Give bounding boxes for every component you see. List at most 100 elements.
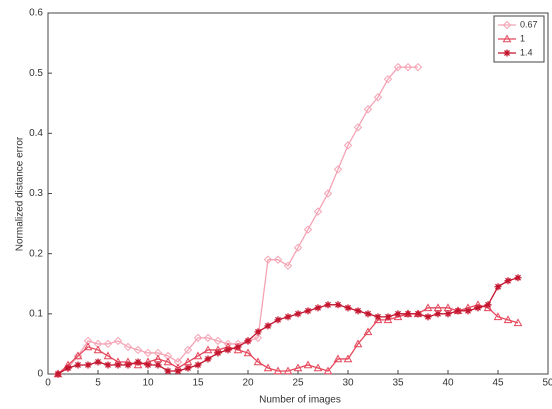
marker: [344, 304, 352, 312]
marker: [313, 363, 323, 372]
marker: [474, 304, 482, 312]
marker: [464, 307, 472, 315]
marker: [303, 225, 313, 234]
marker: [303, 360, 313, 369]
x-tick-label: 50: [542, 378, 552, 389]
marker: [73, 351, 83, 360]
marker: [113, 336, 123, 346]
marker: [403, 62, 413, 72]
marker: [503, 315, 513, 324]
marker: [273, 366, 283, 375]
marker: [313, 207, 323, 216]
marker: [164, 367, 172, 375]
marker: [514, 274, 522, 282]
marker: [283, 261, 293, 270]
marker: [294, 310, 302, 318]
marker: [293, 243, 303, 252]
marker: [503, 49, 511, 57]
marker: [404, 310, 412, 318]
marker: [343, 141, 353, 150]
x-tick-label: 40: [442, 378, 454, 389]
marker: [103, 351, 113, 360]
marker: [163, 357, 173, 366]
marker: [174, 367, 182, 375]
marker: [274, 316, 282, 324]
marker: [363, 327, 373, 336]
marker: [133, 345, 143, 355]
marker: [413, 62, 423, 72]
marker: [84, 361, 92, 369]
marker: [123, 342, 133, 352]
x-tick-label: 30: [342, 378, 354, 389]
marker: [343, 354, 353, 363]
series-line: [57, 66, 418, 375]
plot-area: [47, 12, 549, 375]
marker: [323, 366, 333, 375]
marker: [104, 361, 112, 369]
marker: [314, 304, 322, 312]
marker: [93, 345, 103, 354]
marker: [393, 62, 403, 72]
marker: [304, 307, 312, 315]
x-tick-label: 10: [142, 378, 154, 389]
x-tick-label: 5: [95, 378, 101, 389]
marker: [323, 189, 333, 198]
series-line: [57, 304, 519, 375]
marker: [213, 336, 223, 346]
marker: [263, 363, 273, 372]
marker: [253, 333, 263, 343]
marker: [493, 312, 503, 321]
marker: [484, 301, 492, 309]
marker: [203, 333, 213, 343]
marker: [224, 346, 232, 354]
marker: [193, 351, 203, 360]
marker: [54, 370, 62, 378]
marker: [74, 361, 82, 369]
marker: [283, 366, 293, 375]
marker: [214, 349, 222, 357]
marker: [374, 313, 382, 321]
marker: [504, 277, 512, 285]
y-axis-label: Normalized distance error: [15, 136, 26, 251]
marker: [83, 342, 93, 351]
marker: [384, 313, 392, 321]
marker: [204, 355, 212, 363]
marker: [334, 301, 342, 309]
marker: [364, 310, 372, 318]
legend: 0.67 1 1.4: [493, 15, 545, 63]
marker: [353, 123, 363, 132]
x-tick-label: 0: [45, 378, 51, 389]
marker: [263, 255, 273, 264]
marker: [444, 310, 452, 318]
marker: [324, 301, 332, 309]
marker: [234, 343, 242, 351]
marker: [284, 313, 292, 321]
marker: [64, 364, 72, 372]
marker: [143, 348, 153, 358]
y-tick-label: 0.2: [29, 248, 43, 259]
marker: [354, 307, 362, 315]
marker: [94, 358, 102, 366]
marker: [134, 358, 142, 366]
marker: [184, 364, 192, 372]
y-tick-label: 0.5: [29, 68, 43, 79]
x-tick-label: 25: [292, 378, 304, 389]
marker: [144, 361, 152, 369]
marker: [103, 339, 113, 349]
marker: [254, 328, 262, 336]
y-tick-label: 0.4: [29, 128, 43, 139]
y-tick-label: 0.3: [29, 188, 43, 199]
x-tick-label: 15: [192, 378, 204, 389]
marker: [273, 255, 283, 264]
marker: [194, 361, 202, 369]
marker: [333, 354, 343, 363]
y-tick-label: 0.1: [29, 308, 43, 319]
marker: [394, 310, 402, 318]
marker: [73, 351, 83, 361]
marker: [424, 313, 432, 321]
x-axis-label: Number of images: [259, 395, 341, 406]
marker: [363, 105, 373, 114]
legend-label: 1.4: [520, 47, 533, 57]
marker: [513, 318, 523, 327]
